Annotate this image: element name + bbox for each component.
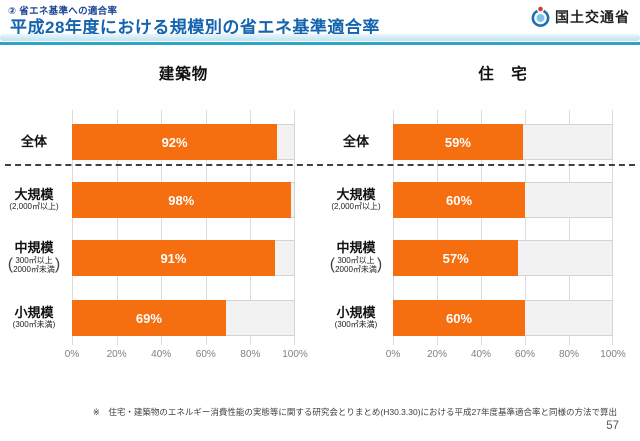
bar-value-label: 92% <box>161 134 188 150</box>
footnote: ※ 住宅・建築物のエネルギー消費性能の実態等に関する研究会とりまとめ(H30.3… <box>92 407 617 417</box>
gridline <box>294 110 295 345</box>
x-axis-tick: 60% <box>514 349 536 360</box>
x-axis-tick: 20% <box>106 349 127 360</box>
chart-title-buildings: 建築物 <box>158 66 209 83</box>
gridline <box>72 110 73 345</box>
category-label-medium: 中規模 ( 300㎡以上 2000㎡未満 ) <box>329 240 383 275</box>
x-axis-buildings: 0% 20% 40% 60% 80% 100% <box>65 349 308 361</box>
bar-value-label: 98% <box>168 192 195 208</box>
x-axis-tick: 100% <box>600 349 626 360</box>
bar-value-label: 59% <box>444 134 471 150</box>
category-label-overall: 全体 <box>342 133 369 149</box>
bar-fill: 92% <box>72 124 278 160</box>
bar-row: 91% <box>72 240 295 276</box>
dashed-divider <box>5 164 635 166</box>
gridline <box>569 110 570 345</box>
category-label-small: 小規模 (300㎡未満) <box>334 305 378 330</box>
bar-value-label: 60% <box>445 192 473 208</box>
bar-fill: 98% <box>72 182 291 218</box>
x-axis-tick: 0% <box>385 349 401 360</box>
gridline <box>250 110 252 345</box>
bar-fill: 91% <box>72 240 275 276</box>
gridline <box>393 110 394 345</box>
bracket-open: ( <box>7 256 14 274</box>
buildings-chart-plot: 92% 98% 91% 69% <box>72 110 295 345</box>
bracket-close: ) <box>376 256 383 274</box>
bar-row: 60% <box>393 182 613 218</box>
header-rule-light <box>0 34 640 41</box>
x-axis-tick: 0% <box>64 349 80 360</box>
bar-row: 69% <box>72 300 295 336</box>
header-rule-teal <box>0 41 640 45</box>
bar-row: 59% <box>393 124 613 160</box>
x-axis-tick: 20% <box>426 349 448 360</box>
bar-row: 98% <box>72 182 295 218</box>
bar-fill: 69% <box>72 300 226 336</box>
housing-chart-plot: 59% 60% 57% 60% <box>393 110 613 345</box>
bar-value-label: 60% <box>445 310 473 326</box>
x-axis-tick: 60% <box>195 349 216 360</box>
category-label-large: 大規模 (2,000㎡以上) <box>9 187 59 212</box>
gridline <box>612 110 613 345</box>
x-axis-tick: 40% <box>470 349 492 360</box>
category-label-small: 小規模 (300㎡未満) <box>12 305 56 330</box>
x-axis-tick: 40% <box>151 349 172 360</box>
bar-fill: 57% <box>393 240 519 276</box>
gridline <box>481 110 482 345</box>
mlit-logo-icon <box>530 5 551 28</box>
x-axis-tick: 80% <box>558 349 580 360</box>
page-number: 57 <box>606 420 619 432</box>
bracket-close: ) <box>54 256 61 274</box>
category-label-large: 大規模 (2,000㎡以上) <box>331 187 381 212</box>
bar-row: 60% <box>393 300 613 336</box>
mlit-logo: 国土交通省 <box>530 5 630 28</box>
bar-row: 92% <box>72 124 295 160</box>
category-label-overall: 全体 <box>20 133 47 149</box>
x-axis-tick: 100% <box>282 349 308 360</box>
category-label-medium: 中規模 ( 300㎡以上 2000㎡未満 ) <box>7 240 61 275</box>
page-title: 平成28年度における規模別の省エネ基準適合率 <box>10 18 380 37</box>
bar-fill: 60% <box>393 300 525 336</box>
bar-value-label: 91% <box>160 250 187 266</box>
x-axis-tick: 80% <box>240 349 261 360</box>
gridline <box>161 110 163 345</box>
bar-fill: 60% <box>393 182 525 218</box>
bar-value-label: 57% <box>442 250 469 266</box>
gridline <box>437 110 438 345</box>
gridline <box>525 110 526 345</box>
bar-row: 57% <box>393 240 613 276</box>
mlit-logo-text: 国土交通省 <box>555 8 630 25</box>
x-axis-housing: 0% 20% 40% 60% 80% 100% <box>386 349 626 361</box>
gridline <box>116 110 118 345</box>
gridline <box>205 110 207 345</box>
bar-value-label: 69% <box>135 310 162 326</box>
section-label: ② 省エネ基準への適合率 <box>8 6 118 17</box>
bracket-open: ( <box>329 256 336 274</box>
chart-title-housing: 住 宅 <box>478 66 528 83</box>
bar-fill: 59% <box>393 124 523 160</box>
